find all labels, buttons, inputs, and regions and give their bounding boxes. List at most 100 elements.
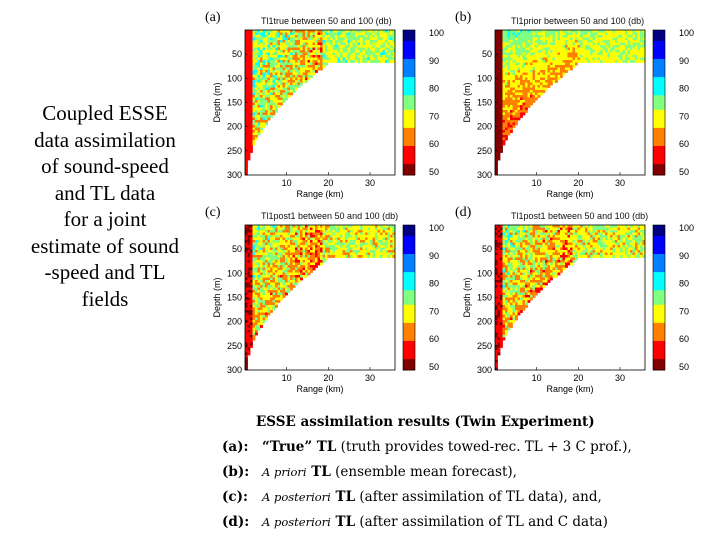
colorbar-segment bbox=[403, 106, 415, 111]
colorbar-segment bbox=[403, 293, 415, 298]
colorbar-segment bbox=[403, 235, 415, 240]
colorbar-segment bbox=[653, 272, 665, 277]
colorbar-segment bbox=[403, 264, 415, 269]
colorbar-segment bbox=[403, 51, 415, 56]
y-tick-label: 300 bbox=[477, 365, 492, 375]
caption-bold: “True” TL bbox=[262, 439, 337, 455]
colorbar-segment bbox=[653, 225, 665, 230]
colorbar-segment bbox=[403, 135, 415, 140]
caption-tag: (b): bbox=[222, 464, 250, 480]
colorbar-segment bbox=[403, 232, 415, 237]
colorbar-segment bbox=[653, 293, 665, 298]
y-tick-label: 200 bbox=[227, 122, 242, 132]
colorbar-segment bbox=[653, 146, 665, 151]
colorbar-segment bbox=[403, 171, 415, 176]
colorbar-segment bbox=[403, 297, 415, 302]
y-tick-label: 150 bbox=[477, 98, 492, 108]
colorbar-segment bbox=[403, 326, 415, 331]
colorbar-segment bbox=[653, 239, 665, 244]
colorbar-segment bbox=[653, 51, 665, 56]
y-tick-label: 300 bbox=[227, 365, 242, 375]
colorbar-tick-label: 60 bbox=[679, 334, 689, 344]
colorbar-segment bbox=[403, 312, 415, 317]
colorbar-segment bbox=[653, 142, 665, 147]
colorbar-segment bbox=[653, 359, 665, 364]
panel-letter: (b) bbox=[455, 10, 472, 25]
colorbar-segment bbox=[403, 366, 415, 371]
colorbar-segment bbox=[653, 88, 665, 93]
colorbar-segment bbox=[653, 341, 665, 346]
y-axis-label: Depth (m) bbox=[212, 277, 222, 317]
tl-field-plot: 50 100 150 200 250 300 10 20 30 Depth (m) Range (k… bbox=[462, 223, 694, 394]
colorbar-segment bbox=[403, 146, 415, 151]
colorbar-segment bbox=[653, 322, 665, 327]
x-tick-label: 10 bbox=[532, 178, 542, 188]
colorbar-segment bbox=[403, 322, 415, 327]
y-tick-label: 250 bbox=[477, 146, 492, 156]
colorbar-segment bbox=[403, 359, 415, 364]
colorbar-segment bbox=[653, 257, 665, 262]
caption-bold: TL bbox=[306, 464, 331, 480]
colorbar-segment bbox=[403, 84, 415, 89]
colorbar-segment bbox=[403, 113, 415, 118]
x-tick-label: 30 bbox=[615, 373, 625, 383]
x-axis-label: Range (km) bbox=[546, 384, 593, 394]
colorbar-segment bbox=[403, 290, 415, 295]
colorbar-segment bbox=[653, 330, 665, 335]
colorbar-segment bbox=[403, 91, 415, 96]
colorbar-segment bbox=[653, 312, 665, 317]
colorbar-segment bbox=[653, 127, 665, 132]
colorbar-segment bbox=[653, 69, 665, 74]
colorbar-segment bbox=[403, 109, 415, 114]
caption-line-b: (b): A priori TL (ensemble mean forecast)… bbox=[222, 460, 717, 485]
colorbar-segment bbox=[653, 319, 665, 324]
colorbar-segment bbox=[653, 351, 665, 356]
colorbar-segment bbox=[653, 106, 665, 111]
colorbar-segment bbox=[653, 283, 665, 288]
colorbar-segment bbox=[653, 261, 665, 266]
colorbar-segment bbox=[653, 362, 665, 367]
colorbar-segment bbox=[403, 124, 415, 129]
x-tick-label: 10 bbox=[282, 178, 292, 188]
colorbar-segment bbox=[403, 337, 415, 342]
colorbar-segment bbox=[403, 333, 415, 338]
tl-field-plot: 50 100 150 200 250 300 10 20 30 Depth (m) Range (k… bbox=[212, 223, 444, 394]
y-tick-label: 150 bbox=[227, 98, 242, 108]
y-tick-label: 250 bbox=[477, 341, 492, 351]
colorbar-segment bbox=[403, 351, 415, 356]
caption-line-a: (a): “True” TL (truth provides towed-rec.… bbox=[222, 435, 717, 460]
colorbar-segment bbox=[403, 40, 415, 45]
colorbar-segment bbox=[403, 102, 415, 107]
y-tick-label: 100 bbox=[477, 268, 492, 278]
y-tick-label: 50 bbox=[232, 244, 242, 254]
x-tick-label: 20 bbox=[323, 178, 333, 188]
colorbar-segment bbox=[653, 348, 665, 353]
colorbar-segment bbox=[653, 62, 665, 67]
colorbar-segment bbox=[653, 95, 665, 100]
colorbar-tick-label: 70 bbox=[679, 111, 689, 121]
colorbar-segment bbox=[653, 301, 665, 306]
y-axis-label: Depth (m) bbox=[212, 82, 222, 122]
colorbar-segment bbox=[653, 337, 665, 342]
tl-panel-c: (c) Tl1post1 between 50 and 100 (db) 50 100… bbox=[205, 205, 465, 395]
tl-panel-b: (b) Tl1prior between 50 and 100 (db) 50 100… bbox=[455, 10, 715, 200]
colorbar-segment bbox=[403, 80, 415, 85]
colorbar-segment bbox=[653, 55, 665, 60]
colorbar-tick-label: 80 bbox=[429, 279, 439, 289]
colorbar-segment bbox=[403, 88, 415, 93]
colorbar-segment bbox=[653, 40, 665, 45]
colorbar-segment bbox=[403, 261, 415, 266]
caption-italic: A posteriori bbox=[262, 515, 331, 529]
y-tick-label: 300 bbox=[477, 170, 492, 180]
colorbar-segment bbox=[403, 341, 415, 346]
side-description: Coupled ESSE data assimilation of sound-… bbox=[30, 101, 180, 311]
colorbar-segment bbox=[653, 308, 665, 313]
colorbar-segment bbox=[653, 235, 665, 240]
colorbar-segment bbox=[403, 77, 415, 82]
caption-rest: (after assimilation of TL and C data) bbox=[355, 514, 608, 530]
colorbar-segment bbox=[653, 297, 665, 302]
colorbar-segment bbox=[653, 290, 665, 295]
colorbar-segment bbox=[403, 59, 415, 64]
panel-title: Tl1post1 between 50 and 100 (db) bbox=[511, 211, 649, 221]
colorbar-segment bbox=[403, 66, 415, 71]
